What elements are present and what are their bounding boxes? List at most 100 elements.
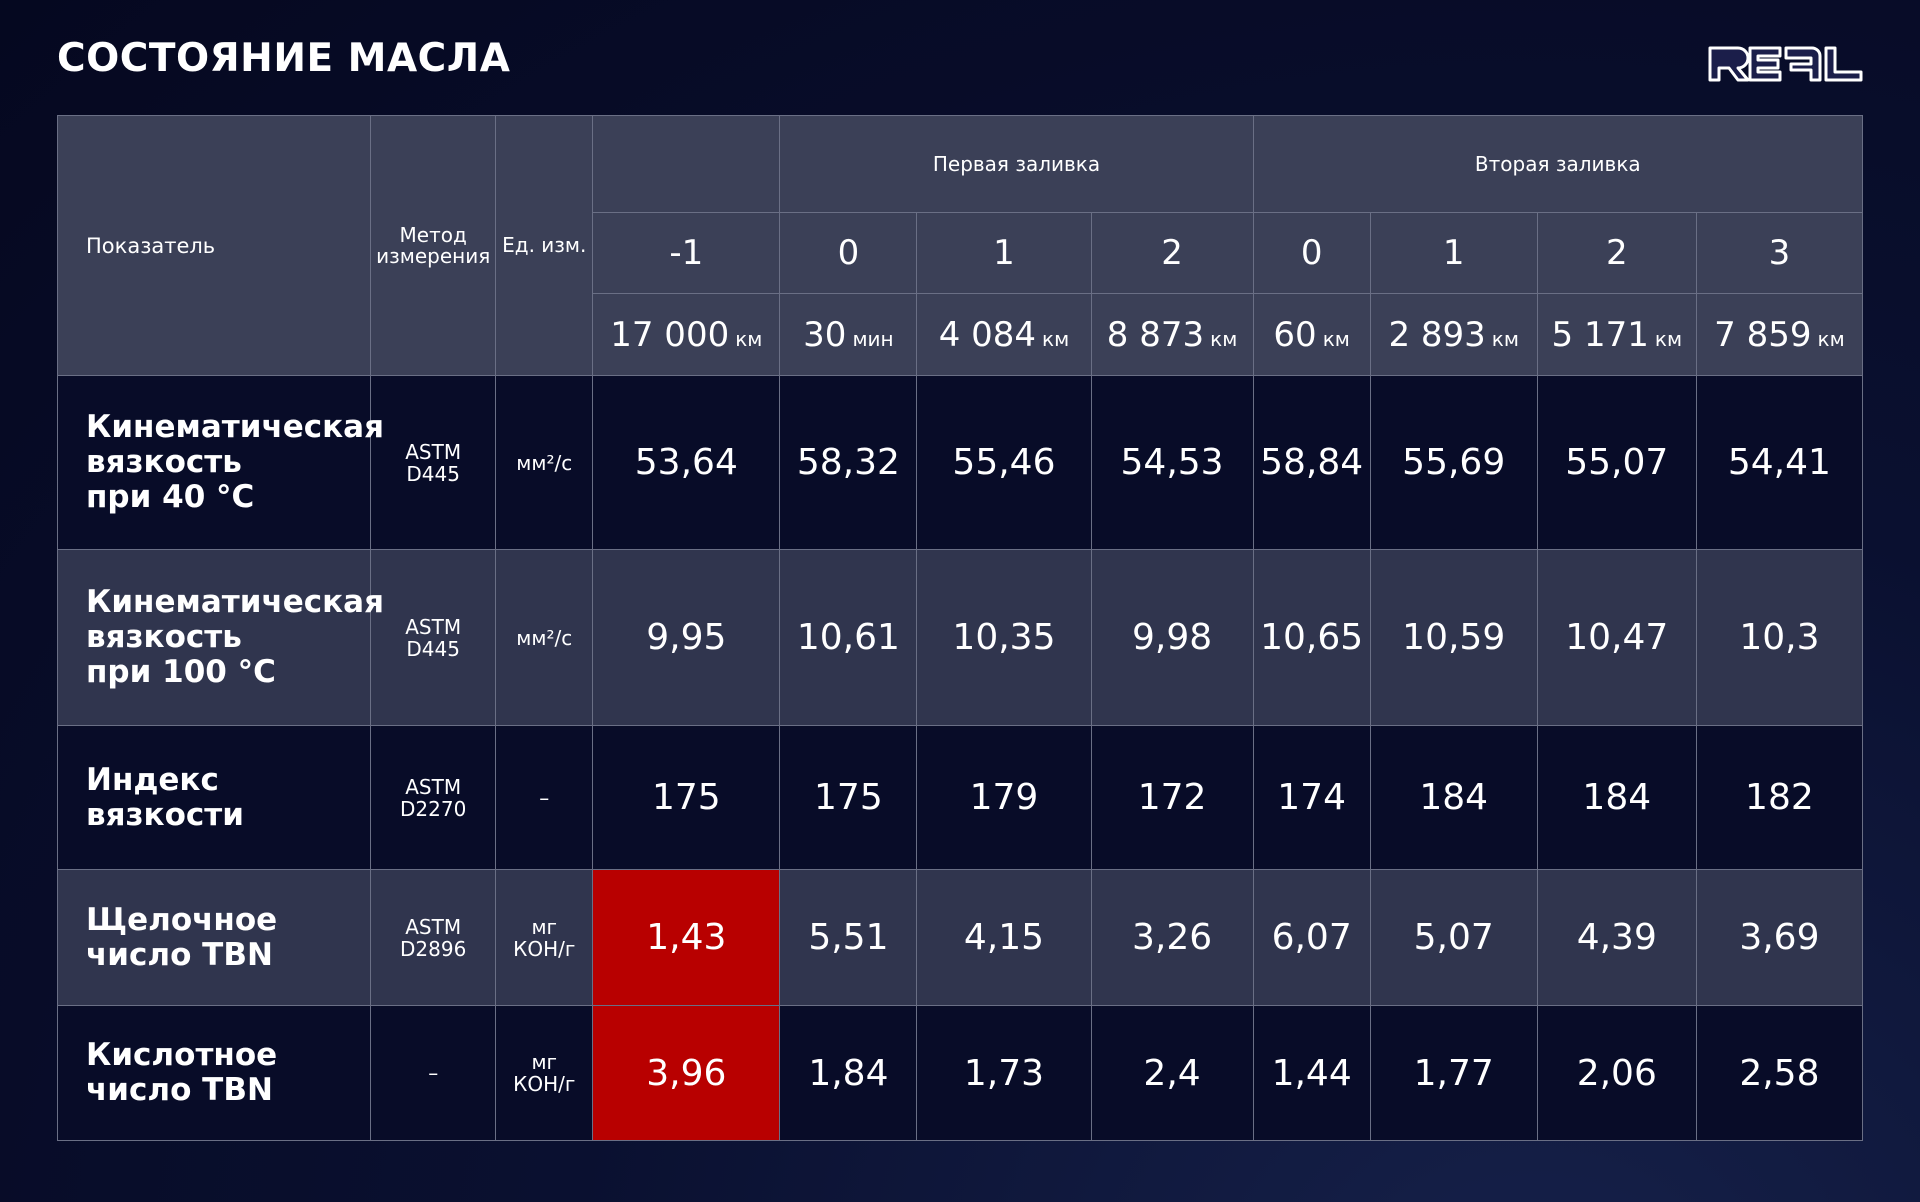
highlighted-value-cell: 1,43 — [592, 869, 781, 1006]
value-cell: 1,84 — [779, 1005, 918, 1141]
header-group: Вторая заливка — [1252, 115, 1864, 213]
header-stage: 0 — [779, 212, 918, 294]
mileage-unit: км — [1817, 326, 1845, 351]
highlighted-value-cell: 3,96 — [592, 1005, 781, 1141]
header-stage: -1 — [592, 212, 781, 294]
mileage-unit: км — [735, 326, 763, 351]
value-cell: 2,58 — [1695, 1005, 1864, 1141]
row-unit: мг КОН/г — [495, 1005, 594, 1141]
value-cell: 5,51 — [779, 869, 918, 1006]
value-cell: 9,95 — [592, 549, 781, 726]
row-unit: мм²/с — [495, 549, 594, 726]
value-cell: 54,53 — [1090, 375, 1254, 550]
value-cell: 1,44 — [1252, 1005, 1371, 1141]
table-row: Щелочное число TBN ASTM D2896 мг КОН/г 1,43… — [56, 869, 1864, 1006]
header-stage: 2 — [1536, 212, 1697, 294]
row-unit: – — [495, 725, 594, 870]
mileage-unit: км — [1491, 326, 1519, 351]
value-cell: 9,98 — [1090, 549, 1254, 726]
mileage-unit: км — [1654, 326, 1683, 351]
header-stage: 3 — [1695, 212, 1864, 294]
row-method: ASTM D2270 — [370, 725, 497, 870]
row-method: – — [370, 1005, 497, 1141]
mileage-value: 5 171 — [1551, 314, 1649, 355]
value-cell: 175 — [779, 725, 918, 870]
row-unit: мм²/с — [495, 375, 594, 550]
value-cell: 55,46 — [916, 375, 1092, 550]
mileage-unit: км — [1322, 326, 1350, 351]
value-cell: 3,69 — [1695, 869, 1864, 1006]
mileage-value: 8 873 — [1106, 314, 1205, 355]
value-cell: 4,39 — [1536, 869, 1697, 1006]
table-row: Кинематическая вязкость при 40 °С ASTM D4… — [56, 375, 1864, 550]
mileage-value: 30 — [803, 314, 847, 355]
header-stage: 0 — [1252, 212, 1371, 294]
value-cell: 5,07 — [1369, 869, 1538, 1006]
header-mileage: 2 893 км — [1369, 293, 1538, 376]
value-cell: 6,07 — [1252, 869, 1371, 1006]
value-cell: 54,41 — [1695, 375, 1864, 550]
header-group: Первая заливка — [779, 115, 1254, 213]
header-unit: Ед. изм. — [495, 115, 594, 376]
header-stage: 1 — [916, 212, 1092, 294]
value-cell: 10,61 — [779, 549, 918, 726]
value-cell: 1,73 — [916, 1005, 1092, 1141]
header-mileage: 17 000 км — [592, 293, 781, 376]
value-cell: 175 — [592, 725, 781, 870]
header-mileage: 30 мин — [779, 293, 918, 376]
value-cell: 184 — [1369, 725, 1538, 870]
table-row: Индекс вязкости ASTM D2270–175 175 179 172 17… — [56, 725, 1864, 870]
value-cell: 2,4 — [1090, 1005, 1254, 1141]
row-method: ASTM D2896 — [370, 869, 497, 1006]
row-label: Кинематическая вязкость при 40 °С — [56, 375, 384, 550]
value-cell: 10,3 — [1695, 549, 1864, 726]
value-cell: 179 — [916, 725, 1092, 870]
value-cell: 1,77 — [1369, 1005, 1538, 1141]
value-cell: 53,64 — [592, 375, 781, 550]
value-cell: 55,07 — [1536, 375, 1697, 550]
oil-condition-table: Показатель Метод измерения Ед. изм. Первая … — [56, 115, 1864, 1141]
value-cell: 10,47 — [1536, 549, 1697, 726]
mileage-unit: км — [1042, 326, 1070, 351]
value-cell: 172 — [1090, 725, 1254, 870]
mileage-unit: км — [1210, 326, 1238, 351]
mileage-value: 17 000 — [610, 314, 730, 355]
header-stage: 1 — [1369, 212, 1538, 294]
real-logo — [1708, 46, 1863, 82]
value-cell: 58,84 — [1252, 375, 1371, 550]
value-cell: 4,15 — [916, 869, 1092, 1006]
header-empty-cell — [592, 115, 781, 213]
page-title: СОСТОЯНИЕ МАСЛА — [57, 36, 511, 81]
mileage-value: 60 — [1273, 314, 1317, 355]
header-stage: 2 — [1090, 212, 1254, 294]
header-mileage: 60 км — [1252, 293, 1371, 376]
row-label: Индекс вязкости — [56, 725, 372, 870]
table-row: Кинематическая вязкость при 100 °С ASTM D… — [56, 549, 1864, 726]
mileage-value: 2 893 — [1388, 314, 1486, 355]
row-label: Кислотное число TBN — [56, 1005, 372, 1141]
value-cell: 10,35 — [916, 549, 1092, 726]
row-unit: мг КОН/г — [495, 869, 594, 1006]
mileage-value: 7 859 — [1714, 314, 1812, 355]
row-label: Щелочное число TBN — [56, 869, 372, 1006]
value-cell: 10,65 — [1252, 549, 1371, 726]
header-mileage: 4 084 км — [916, 293, 1092, 376]
value-cell: 58,32 — [779, 375, 918, 550]
mileage-unit: мин — [852, 326, 894, 351]
header-indicator: Показатель — [56, 115, 372, 376]
value-cell: 55,69 — [1369, 375, 1538, 550]
header-mileage: 5 171 км — [1536, 293, 1697, 376]
value-cell: 10,59 — [1369, 549, 1538, 726]
header-method: Метод измерения — [370, 115, 497, 376]
table-row: Кислотное число TBN – мг КОН/г 3,96 1,84 1,73… — [56, 1005, 1864, 1141]
value-cell: 174 — [1252, 725, 1371, 870]
mileage-value: 4 084 — [938, 314, 1037, 355]
header-mileage: 7 859 км — [1695, 293, 1864, 376]
value-cell: 184 — [1536, 725, 1697, 870]
row-method: ASTM D445 — [370, 549, 497, 726]
row-method: ASTM D445 — [370, 375, 497, 550]
value-cell: 2,06 — [1536, 1005, 1697, 1141]
value-cell: 3,26 — [1090, 869, 1254, 1006]
value-cell: 182 — [1695, 725, 1864, 870]
header-mileage: 8 873 км — [1090, 293, 1254, 376]
